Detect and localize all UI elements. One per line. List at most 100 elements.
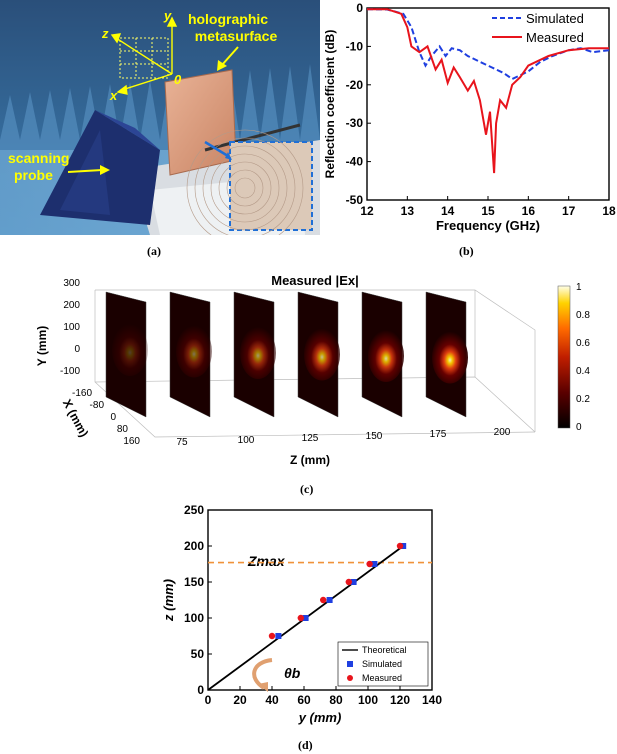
slice-hotspot (240, 327, 276, 379)
y-tick-label-d: 250 (184, 503, 204, 517)
panel-c-slices: Measured |Ex| Y (mm) X (mm) Z (mm) 1 0.8 0… (0, 262, 617, 477)
y-tick-label-c: 300 (63, 278, 80, 289)
colorbar-tick-label: 1 (576, 282, 582, 293)
legend-simulated-swatch-d (347, 661, 353, 667)
slices-chart: Measured |Ex| Y (mm) X (mm) Z (mm) 1 0.8 0… (35, 273, 590, 467)
x-tick-label-d: 140 (422, 693, 442, 707)
y-tick-label-d: 200 (184, 539, 204, 553)
axis-label-y: y (163, 8, 172, 23)
measured-point (396, 542, 404, 550)
simulated-point (371, 561, 378, 567)
x-tick-label-d: 100 (358, 693, 378, 707)
caption-a: (a) (147, 244, 161, 258)
label-metasurface: metasurface (195, 28, 278, 44)
y-tick-label-d: 150 (184, 575, 204, 589)
slices-title: Measured |Ex| (271, 273, 358, 288)
y-axis-title: Reflection coefficient (dB) (323, 30, 337, 179)
x-tick-label-d: 120 (390, 693, 410, 707)
slice-hotspot (304, 328, 340, 381)
measured-point (320, 596, 327, 604)
legend-measured-swatch-d (347, 675, 353, 681)
z-tick-label-c: 200 (494, 427, 511, 438)
panel-d-chart: y (mm) z (mm) Zmax θb Theoretical Simula… (160, 500, 460, 730)
measured-point (268, 632, 276, 640)
focus-chart: y (mm) z (mm) Zmax θb Theoretical Simula… (161, 503, 442, 725)
inset-arrow (204, 140, 229, 158)
slice-hotspot (368, 330, 404, 382)
panel-b-chart: Frequency (GHz) Reflection coefficient (… (322, 0, 617, 240)
label-probe: probe (14, 167, 53, 183)
legend-measured-label: Measured (526, 30, 584, 45)
simulated-point (326, 597, 333, 603)
legend-theoretical-label: Theoretical (362, 645, 407, 655)
colorbar-tick-label: 0.6 (576, 338, 590, 349)
axis-label-z: z (101, 26, 109, 41)
y-tick-label: -10 (346, 39, 364, 53)
measured-point (297, 614, 304, 622)
x-tick-label-d: 0 (205, 693, 212, 707)
simulated-point (400, 543, 407, 549)
inset-rings (186, 129, 304, 247)
caption-d: (d) (298, 738, 313, 752)
colorbar-tick-label: 0 (576, 422, 582, 433)
y-tick-label-c: -100 (60, 366, 80, 377)
slice-hotspot (112, 324, 148, 376)
box-outline (94, 289, 536, 438)
y-tick-label-c: 0 (74, 344, 80, 355)
legend: Simulated Measured (492, 11, 584, 45)
caption-b: (b) (459, 244, 474, 258)
x-tick-label: 14 (441, 204, 455, 218)
theta-arrowhead (258, 682, 268, 692)
y-axis-title-d: z (mm) (161, 579, 176, 622)
measured-point (345, 578, 352, 586)
colorbar-tick-label: 0.8 (576, 310, 590, 321)
x-tick-label-c: 0 (110, 412, 116, 423)
y-tick-label: 0 (356, 1, 363, 15)
axis-label-origin: 0 (174, 72, 182, 87)
legend-measured-label-d: Measured (362, 673, 402, 683)
legend-d: Theoretical Simulated Measured (337, 641, 429, 687)
x-tick-label: 16 (522, 204, 536, 218)
x-tick-label-d: 60 (297, 693, 311, 707)
x-tick-label: 12 (360, 204, 374, 218)
label-holographic: holographic (188, 11, 268, 27)
y-tick-label: -50 (346, 193, 364, 207)
photo-illustration: holographic metasurface scanning probe y… (0, 0, 320, 247)
x-tick-label-d: 80 (329, 693, 343, 707)
y-tick-label-d: 50 (191, 647, 205, 661)
y-tick-label-d: 0 (197, 683, 204, 697)
x-tick-label: 13 (401, 204, 415, 218)
axes-arrows (110, 16, 178, 95)
x-tick-label: 18 (602, 204, 616, 218)
plot-frame-d (207, 509, 433, 691)
simulated-point (302, 615, 309, 621)
colorbar-tick-label: 0.4 (576, 366, 590, 377)
z-tick-label-c: 150 (366, 431, 383, 442)
y-tick-label: -20 (346, 78, 364, 92)
x-tick-label-c: 160 (123, 436, 140, 447)
x-axis-title-c: X (mm) (60, 397, 91, 439)
z-tick-label-c: 175 (430, 429, 447, 440)
x-axis-title-d: y (mm) (298, 710, 342, 725)
colorbar-ticks: 1 0.8 0.6 0.4 0.2 0 (576, 282, 590, 433)
y-tick-label: -40 (346, 155, 364, 169)
z-tick-label-c: 75 (176, 437, 188, 448)
simulated-point (350, 579, 357, 585)
legend-simulated-label: Simulated (526, 11, 584, 26)
caption-c: (c) (300, 482, 314, 496)
axis-label-x: x (109, 88, 118, 103)
x-axis-title: Frequency (GHz) (436, 218, 540, 233)
y-axis-title-c: Y (mm) (35, 326, 49, 366)
theta-label: θb (284, 665, 301, 681)
y-tick-label-d: 100 (184, 611, 204, 625)
colorbar-tick-label: 0.2 (576, 394, 590, 405)
grid-frame (119, 37, 169, 79)
z-tick-label-c: 100 (238, 435, 255, 446)
y-tick-label: -30 (346, 116, 364, 130)
legend-simulated-label-d: Simulated (362, 659, 402, 669)
measured-point (366, 560, 373, 568)
panel-a-photo: holographic metasurface scanning probe y… (0, 0, 320, 247)
y-tick-label-c: 100 (63, 322, 80, 333)
x-tick-label-c: -80 (90, 400, 105, 411)
x-tick-label: 15 (481, 204, 495, 218)
